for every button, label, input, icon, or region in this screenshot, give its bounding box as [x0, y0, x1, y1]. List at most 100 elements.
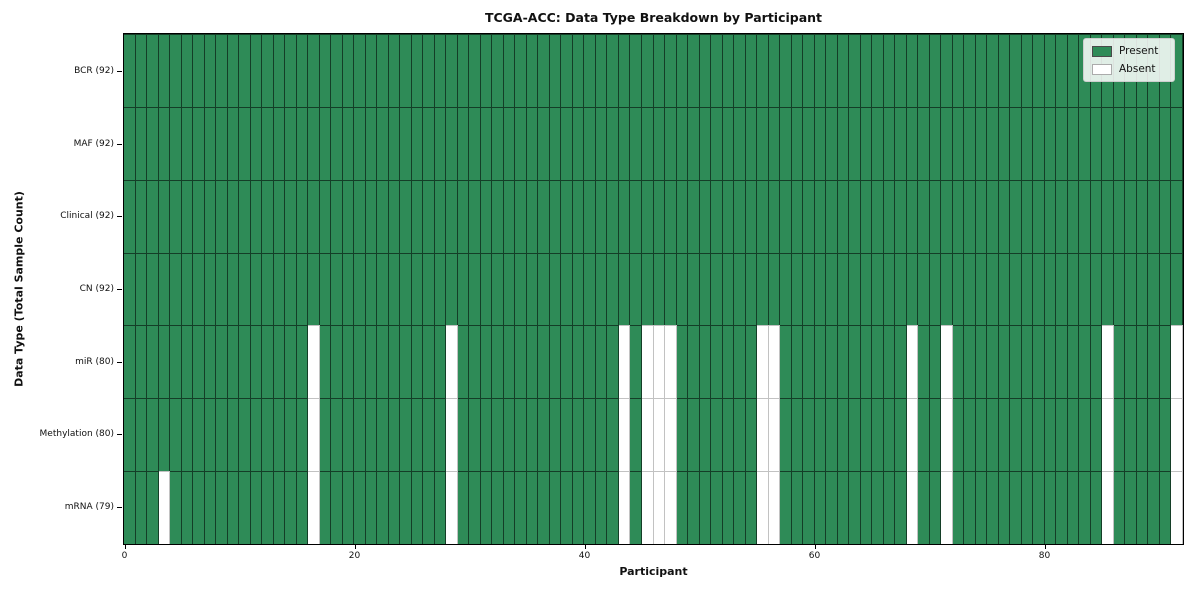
heatmap-cell — [434, 325, 447, 399]
heatmap-cell — [768, 471, 781, 544]
heatmap-cell — [1021, 34, 1034, 107]
heatmap-cell — [883, 398, 896, 472]
heatmap-cell — [1056, 471, 1068, 544]
heatmap-cell — [239, 398, 251, 472]
heatmap-cell — [170, 252, 182, 326]
heatmap-cell — [618, 34, 631, 107]
heatmap-cell — [665, 252, 677, 326]
heatmap-cell — [170, 34, 182, 107]
heatmap-cell — [1090, 179, 1103, 253]
heatmap-cell — [803, 325, 815, 399]
heatmap-cell — [1033, 252, 1045, 326]
heatmap-cell — [492, 398, 504, 472]
heatmap-cell — [434, 179, 447, 253]
heatmap-cell — [872, 34, 884, 107]
heatmap-cell — [193, 252, 205, 326]
heatmap-cell — [469, 398, 481, 472]
heatmap-cell — [319, 252, 332, 326]
heatmap-cell — [722, 34, 735, 107]
heatmap-cell — [665, 398, 677, 472]
heatmap-cell — [377, 471, 389, 544]
present-swatch-icon — [1092, 45, 1112, 57]
heatmap-cell — [572, 325, 585, 399]
heatmap-cell — [929, 252, 942, 326]
heatmap-cell — [250, 325, 263, 399]
heatmap-cell — [676, 325, 689, 399]
heatmap-cell — [1102, 398, 1114, 472]
heatmap-cell — [1125, 252, 1137, 326]
heatmap-cell — [331, 398, 343, 472]
heatmap-cell — [503, 179, 516, 253]
x-tick-label-0: 0 — [121, 551, 128, 561]
heatmap-cell — [1113, 471, 1126, 544]
heatmap-cell — [918, 252, 930, 326]
heatmap-cell — [227, 252, 240, 326]
heatmap-cell — [434, 252, 447, 326]
heatmap-cell — [457, 398, 470, 472]
heatmap-cell — [480, 106, 493, 180]
heatmap-cell — [837, 325, 850, 399]
heatmap-cell — [388, 325, 401, 399]
heatmap-cell — [699, 325, 712, 399]
heatmap-cell — [158, 106, 171, 180]
heatmap-cell — [711, 106, 723, 180]
heatmap-cell — [1056, 34, 1068, 107]
heatmap-cell — [572, 252, 585, 326]
heatmap-cell — [987, 252, 999, 326]
x-tick-mark — [354, 545, 356, 549]
heatmap-cell — [895, 34, 907, 107]
heatmap-cell — [872, 398, 884, 472]
heatmap-cell — [227, 398, 240, 472]
heatmap-cell — [354, 179, 366, 253]
heatmap-cell — [1067, 179, 1080, 253]
heatmap-cell — [1171, 106, 1183, 180]
heatmap-cell — [653, 252, 665, 326]
heatmap-cell — [204, 106, 217, 180]
heatmap-cell — [803, 34, 815, 107]
heatmap-cell — [768, 34, 781, 107]
y-tick-mark — [117, 361, 122, 363]
heatmap-cell — [584, 398, 596, 472]
heatmap-cell — [388, 471, 401, 544]
heatmap-cell — [1010, 471, 1022, 544]
heatmap-cell — [181, 398, 194, 472]
heatmap-cell — [1148, 471, 1160, 544]
heatmap-cell — [285, 106, 297, 180]
y-tick-mark — [117, 143, 122, 145]
heatmap-cell — [975, 179, 988, 253]
heatmap-cell — [964, 325, 976, 399]
heatmap-cell — [423, 398, 435, 472]
heatmap-cell — [722, 106, 735, 180]
heatmap-cell — [561, 471, 573, 544]
heatmap-cell — [469, 325, 481, 399]
heatmap-cell — [964, 398, 976, 472]
heatmap-cell — [561, 179, 573, 253]
heatmap-cell — [895, 471, 907, 544]
heatmap-row-Clinical — [124, 179, 1183, 253]
heatmap-cell — [388, 398, 401, 472]
heatmap-cell — [607, 179, 619, 253]
heatmap-cell — [918, 106, 930, 180]
heatmap-cell — [388, 252, 401, 326]
heatmap-cell — [250, 398, 263, 472]
heatmap-cell — [239, 471, 251, 544]
heatmap-cell — [434, 34, 447, 107]
heatmap-cell — [1102, 179, 1114, 253]
heatmap-cell — [618, 471, 631, 544]
heatmap-cell — [941, 252, 953, 326]
heatmap-cell — [607, 252, 619, 326]
heatmap-cell — [699, 252, 712, 326]
heatmap-cell — [423, 252, 435, 326]
heatmap-cell — [273, 106, 286, 180]
heatmap-cell — [1056, 179, 1068, 253]
heatmap-cell — [665, 34, 677, 107]
heatmap-cell — [641, 34, 654, 107]
heatmap-cell — [1044, 471, 1057, 544]
heatmap-cell — [135, 252, 148, 326]
heatmap-cell — [273, 252, 286, 326]
heatmap-cell — [734, 325, 746, 399]
heatmap-cell — [216, 398, 228, 472]
heatmap-cell — [1125, 179, 1137, 253]
x-tick-mark — [1044, 545, 1046, 549]
heatmap-cell — [711, 471, 723, 544]
